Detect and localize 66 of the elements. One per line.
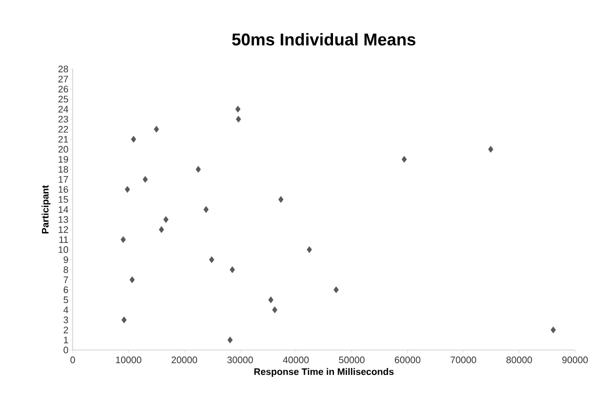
- chart-title: 50ms Individual Means: [232, 33, 416, 46]
- point: [402, 156, 407, 163]
- y-tick-label: 3: [64, 316, 68, 324]
- y-tick-label: 2: [64, 326, 68, 334]
- y-tick-label: 28: [58, 66, 68, 72]
- point: [196, 166, 201, 173]
- point: [268, 296, 274, 304]
- point: [158, 226, 164, 233]
- y-tick-label: 19: [58, 156, 68, 163]
- point: [154, 126, 160, 133]
- point: [235, 106, 241, 113]
- y-tick-label: 1: [64, 336, 68, 344]
- y-tick-label: 13: [58, 216, 68, 223]
- x-tick-label: 60000: [394, 356, 420, 364]
- point: [550, 326, 556, 334]
- x-tick-label: 50000: [338, 356, 365, 364]
- y-tick-label: 15: [58, 196, 68, 203]
- point: [236, 116, 242, 123]
- y-tick-label: 17: [58, 176, 68, 183]
- y-tick-label: 4: [63, 306, 68, 314]
- y-tick-label: 9: [64, 256, 68, 264]
- x-tick-label: 30000: [227, 356, 253, 364]
- y-tick-label: 21: [58, 136, 68, 143]
- point: [209, 256, 214, 264]
- x-tick-label: 20000: [172, 356, 198, 364]
- x-tick-label: 90000: [562, 356, 588, 364]
- point: [124, 186, 130, 193]
- x-axis-title: Response Time in Milliseconds: [254, 368, 394, 377]
- point: [488, 146, 494, 153]
- point: [278, 196, 284, 203]
- y-tick-label: 24: [58, 106, 68, 112]
- y-axis-title: Participant: [42, 185, 50, 234]
- point: [306, 246, 312, 254]
- x-tick-label: 80000: [506, 356, 532, 364]
- point: [120, 236, 126, 244]
- y-tick-label: 0: [64, 346, 68, 354]
- point: [227, 336, 233, 344]
- y-tick-label: 22: [58, 126, 68, 133]
- point: [230, 266, 235, 274]
- x-tick-label: 0: [70, 356, 75, 364]
- y-tick-label: 8: [64, 266, 68, 274]
- y-tick-label: 26: [58, 86, 68, 92]
- y-tick-label: 6: [64, 286, 68, 294]
- x-tick-label: 40000: [283, 356, 309, 364]
- y-tick-label: 10: [58, 246, 68, 253]
- point: [130, 276, 135, 284]
- y-tick-label: 12: [58, 226, 68, 233]
- point: [142, 176, 148, 183]
- point: [121, 316, 127, 324]
- x-tick-label: 70000: [450, 356, 476, 364]
- y-tick-label: 5: [64, 296, 68, 304]
- point: [130, 136, 136, 143]
- y-tick-label: 20: [58, 146, 68, 153]
- point: [334, 286, 339, 294]
- y-tick-label: 18: [58, 166, 68, 173]
- point: [203, 206, 209, 213]
- y-tick-label: 27: [58, 76, 68, 82]
- y-tick-label: 25: [58, 96, 68, 102]
- point: [272, 306, 278, 314]
- y-tick-label: 7: [64, 276, 68, 284]
- x-tick-label: 10000: [116, 356, 142, 364]
- y-tick-label: 14: [58, 206, 68, 213]
- y-tick-label: 16: [58, 186, 68, 193]
- y-tick-label: 11: [59, 236, 68, 243]
- y-tick-label: 23: [58, 116, 68, 123]
- point: [163, 216, 169, 223]
